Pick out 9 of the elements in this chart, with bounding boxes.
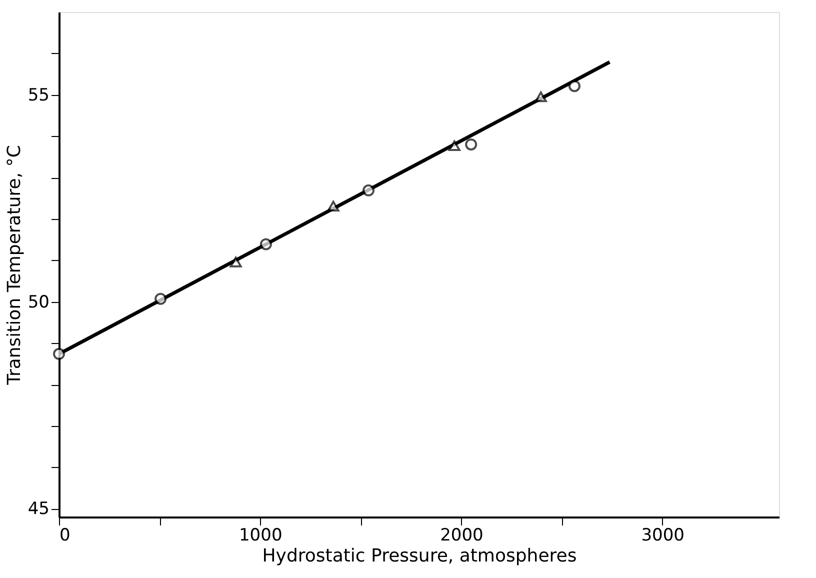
x-tick-label: 1000 <box>238 526 282 546</box>
y-axis-title: Transition Temperature, °C <box>4 145 25 386</box>
x-tick-label: 0 <box>60 526 70 546</box>
y-tick-label: 55 <box>28 85 50 106</box>
x-tick-label: 3000 <box>641 526 684 546</box>
y-tick-label: 50 <box>28 292 50 312</box>
y-tick-label: 45 <box>28 499 50 520</box>
x-axis-title: Hydrostatic Pressure, atmospheres <box>262 546 577 566</box>
x-tick-label: 2000 <box>440 526 484 546</box>
